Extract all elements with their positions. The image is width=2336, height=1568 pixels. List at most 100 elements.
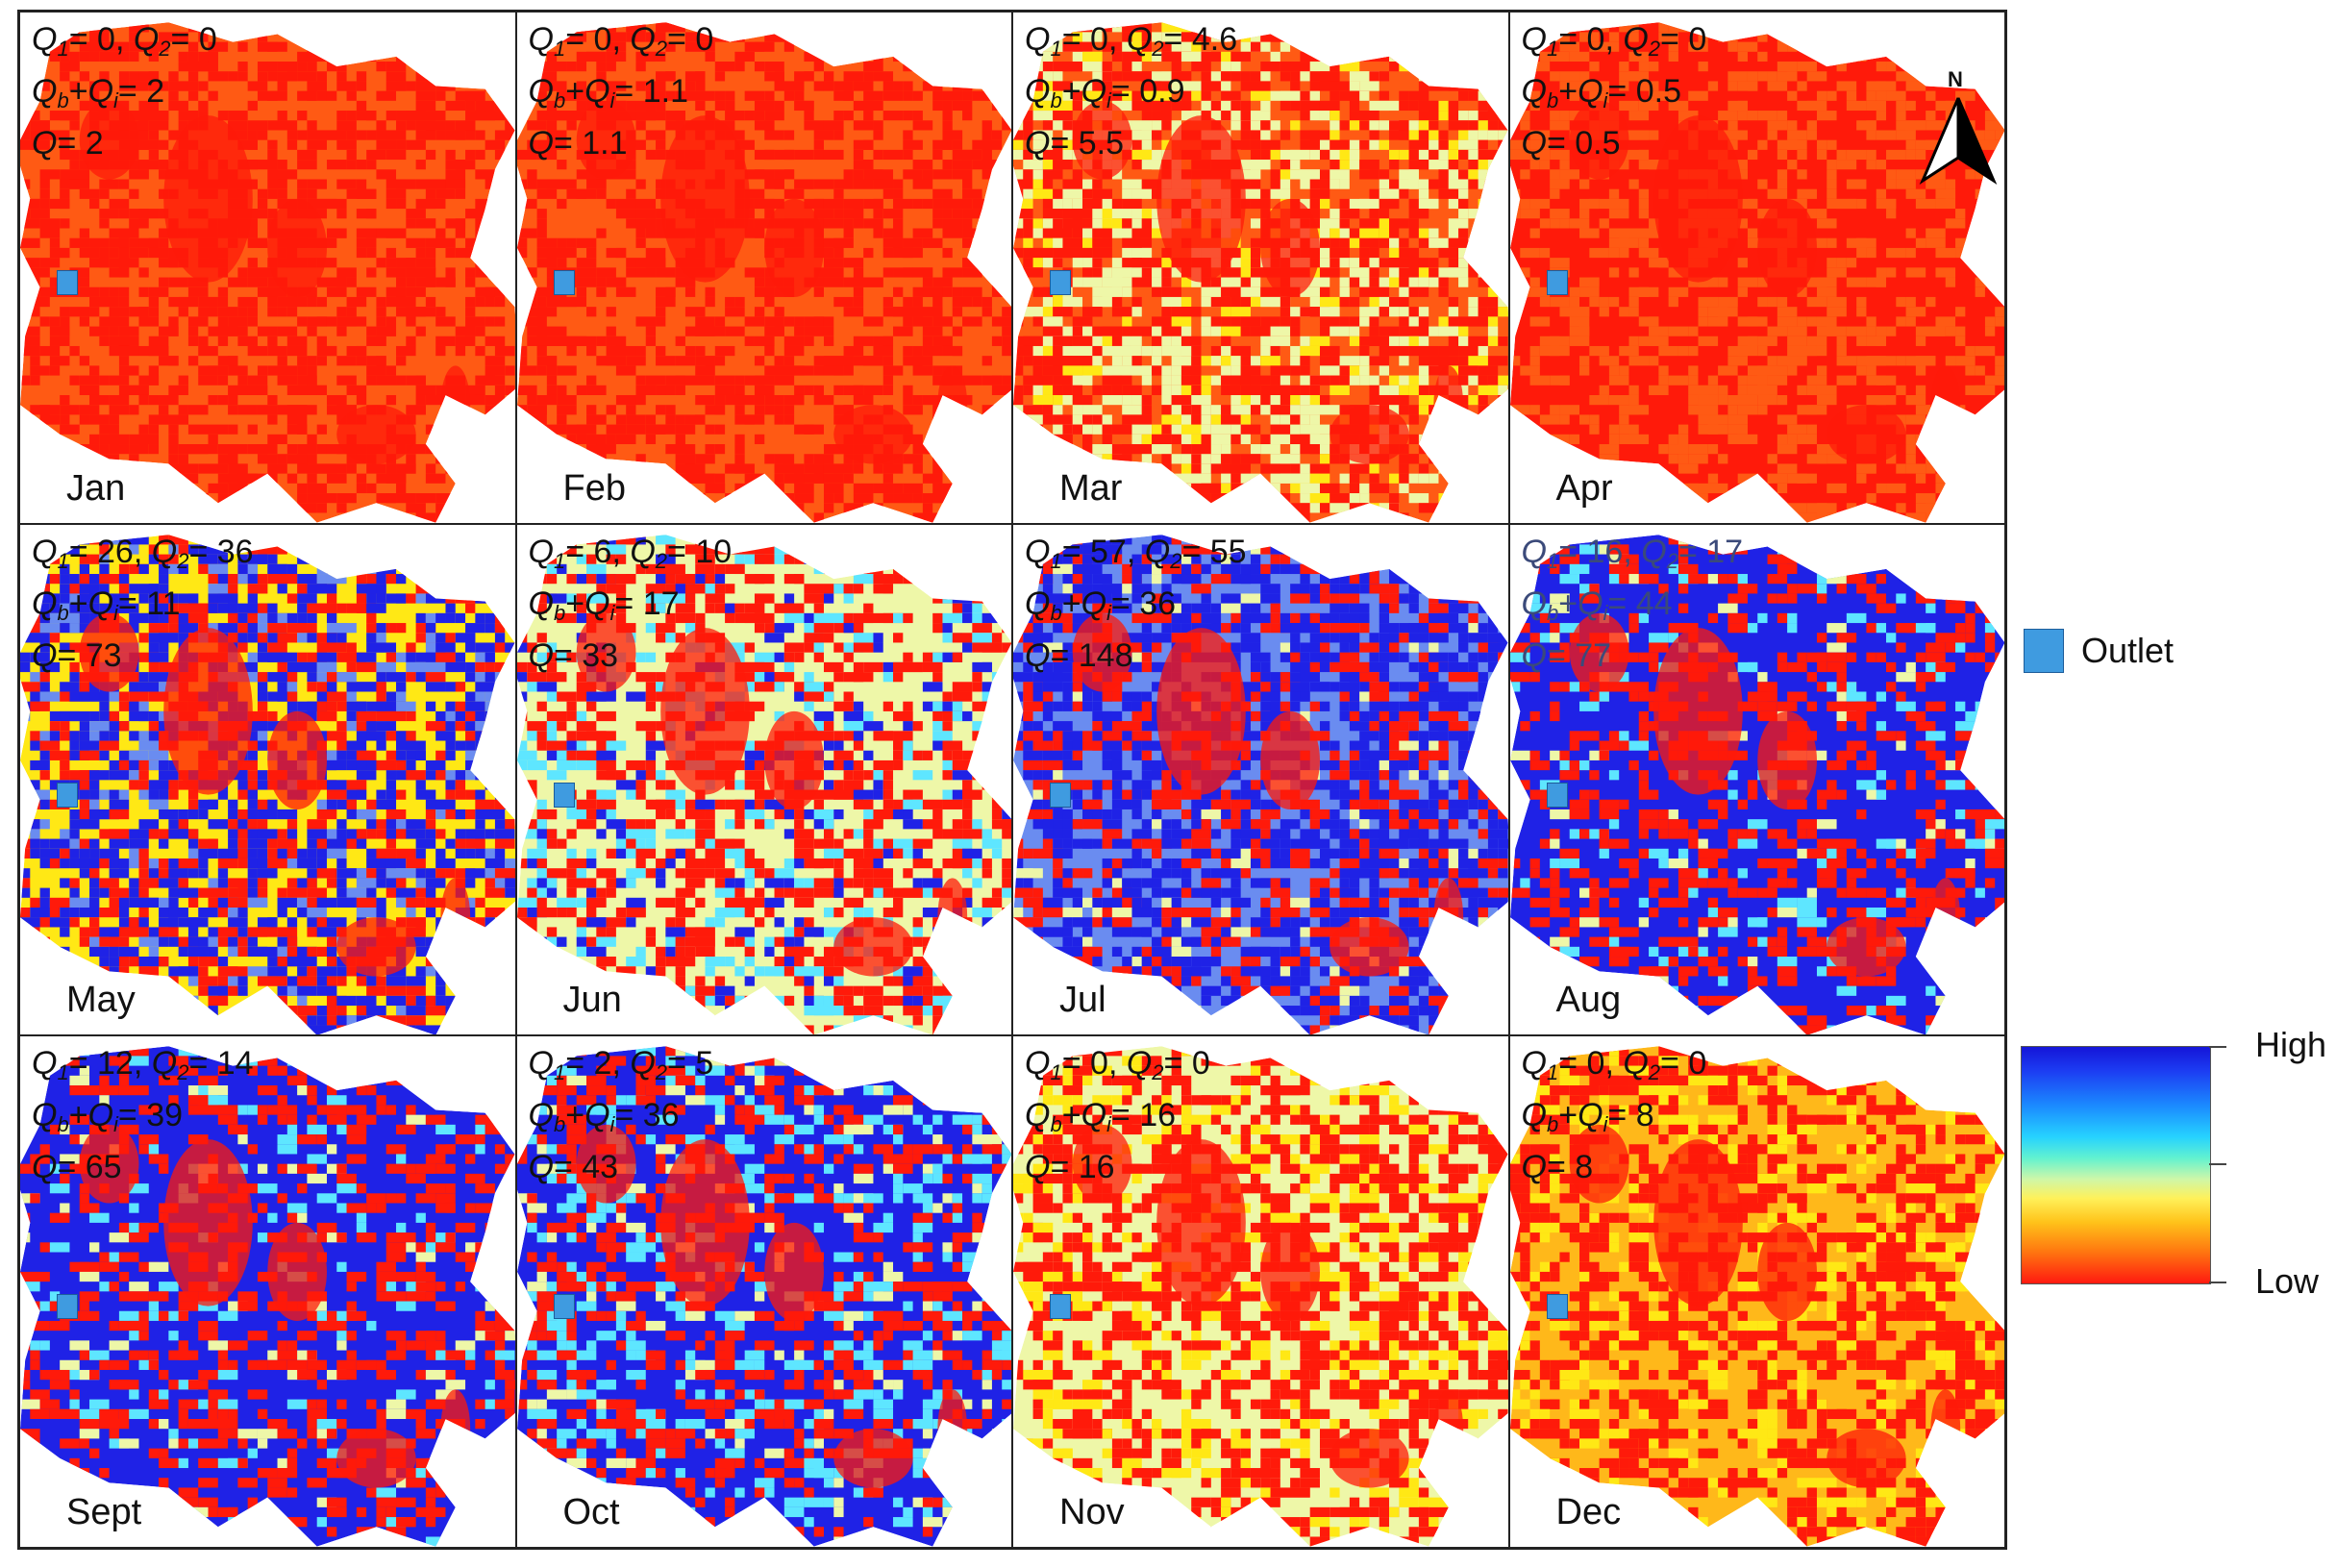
q1-value: 2: [593, 1045, 612, 1083]
outlet-marker: [553, 782, 575, 808]
watershed-map: [1509, 1046, 2004, 1547]
outlet-marker: [1050, 1294, 1071, 1320]
q1-symbol: Q: [32, 533, 58, 570]
month-label: Apr: [1555, 467, 1613, 509]
month-label: Jan: [66, 467, 126, 509]
flow-stats: Q1= 0, Q2= 0 Qb+Qi= 1.1 Q= 1.1: [529, 18, 714, 165]
q2-value: 5: [695, 1045, 714, 1083]
month-label: May: [66, 980, 136, 1021]
qbqi-value: 8: [1635, 1097, 1654, 1134]
q-value: 65: [85, 1149, 122, 1186]
q1-value: 0: [593, 21, 612, 58]
outlet-marker: [1050, 270, 1071, 295]
outlet-marker: [1050, 782, 1071, 808]
month-panel-sept: Q1= 12, Q2= 14 Qb+Qi= 39 Q= 65 Sept: [19, 1035, 516, 1548]
qb-qi-row: Qb+Qi= 36: [1025, 585, 1177, 625]
month-panel-mar: Q1= 0, Q2= 4.6 Qb+Qi= 0.9 Q= 5.5 Mar: [1012, 12, 1509, 524]
month-panel-dec: Q1= 0, Q2= 0 Qb+Qi= 8 Q= 8 Dec: [1508, 1035, 2005, 1548]
q1-symbol: Q: [1025, 533, 1051, 570]
q2-symbol: Q: [1144, 533, 1171, 570]
q1-q2-row: Q1= 12, Q2= 14: [32, 1045, 254, 1085]
qbqi-value: 36: [1139, 585, 1177, 622]
raster-cells: [516, 534, 1011, 1035]
colorbar-tick-mid: [2209, 1163, 2226, 1165]
watershed-map: [1013, 534, 1508, 1035]
q1-q2-row: Q1= 0, Q2= 0: [1521, 1045, 1707, 1085]
qb-qi-row: Qb+Qi= 0.5: [1521, 73, 1681, 112]
north-label: N: [1948, 67, 1963, 91]
q-value: 0.5: [1575, 125, 1621, 162]
q1-q2-row: Q1= 6, Q2= 10: [528, 533, 733, 573]
month-label: Mar: [1059, 467, 1123, 509]
flow-stats: Q1= 0, Q2= 4.6 Qb+Qi= 0.9 Q= 5.5: [1025, 18, 1237, 165]
qb-qi-row: Qb+Qi= 2: [32, 73, 165, 112]
q2-value: 36: [216, 533, 254, 570]
qbqi-value: 2: [146, 73, 165, 110]
q1-symbol: Q: [32, 1045, 58, 1083]
qbqi-value: 36: [642, 1097, 680, 1134]
outlet-marker: [57, 782, 78, 808]
q1-symbol: Q: [528, 21, 554, 58]
month-panel-apr: Q1= 0, Q2= 0 Qb+Qi= 0.5 Q= 0.5 Apr: [1508, 12, 2005, 524]
q-value: 8: [1575, 1149, 1594, 1186]
month-panel-jun: Q1= 6, Q2= 10 Qb+Qi= 17 Q= 33 Jun: [515, 523, 1012, 1036]
outlet-marker: [1546, 782, 1568, 808]
q-value: 148: [1078, 636, 1133, 674]
q2-value: 4.6: [1191, 21, 1238, 58]
raster-cells: [1013, 22, 1508, 523]
q1-symbol: Q: [1025, 1045, 1051, 1083]
raster-cells: [20, 22, 515, 523]
watershed-map: [1509, 534, 2004, 1035]
q2-symbol: Q: [1126, 21, 1153, 58]
flow-stats: Q1= 0, Q2= 0 Qb+Qi= 0.5 Q= 0.5: [1522, 18, 1707, 165]
watershed-map: [516, 534, 1011, 1035]
outlet-marker: [1546, 270, 1568, 295]
qbqi-value: 17: [642, 585, 680, 622]
month-label: Sept: [66, 1492, 142, 1532]
q-value: 16: [1078, 1149, 1115, 1186]
flow-stats: Q1= 0, Q2= 0 Qb+Qi= 16 Q= 16: [1025, 1042, 1210, 1189]
q-value: 77: [1575, 636, 1612, 674]
outlet-marker: [57, 270, 78, 295]
q1-symbol: Q: [528, 533, 554, 570]
month-label: Jun: [562, 980, 622, 1021]
q-value: 73: [85, 636, 122, 674]
q2-value: 0: [695, 21, 714, 58]
q1-value: 57: [1090, 533, 1127, 570]
q1-value: 0: [1586, 21, 1605, 58]
month-label: Dec: [1555, 1492, 1622, 1532]
q-total-row: Q= 73: [32, 636, 122, 674]
colorbar-tick-low: [2209, 1282, 2226, 1283]
q-total-row: Q= 5.5: [1025, 125, 1125, 162]
month-label: Jul: [1059, 980, 1106, 1021]
q-value: 43: [582, 1149, 619, 1186]
map-grid: Q1= 0, Q2= 0 Qb+Qi= 2 Q= 2 Jan Q1= 0, Q2…: [17, 10, 2007, 1550]
q2-value: 0: [1688, 21, 1707, 58]
watershed-map: [20, 1046, 515, 1547]
q1-q2-row: Q1= 0, Q2= 0: [1521, 21, 1707, 61]
qb-qi-row: Qb+Qi= 44: [1521, 585, 1673, 625]
watershed-map: [516, 22, 1011, 523]
q1-value: 16: [1586, 533, 1624, 570]
month-panel-feb: Q1= 0, Q2= 0 Qb+Qi= 1.1 Q= 1.1 Feb: [515, 12, 1012, 524]
flow-stats: Q1= 12, Q2= 14 Qb+Qi= 39 Q= 65: [32, 1042, 254, 1189]
q1-symbol: Q: [1521, 21, 1547, 58]
q-total-row: Q= 43: [528, 1149, 619, 1186]
q2-value: 10: [695, 533, 733, 570]
q-total-row: Q= 8: [1521, 1149, 1594, 1186]
month-panel-nov: Q1= 0, Q2= 0 Qb+Qi= 16 Q= 16 Nov: [1012, 1035, 1509, 1548]
q1-value: 0: [1090, 21, 1108, 58]
colorbar-high-label: High: [2255, 1025, 2327, 1064]
q2-value: 14: [216, 1045, 254, 1083]
month-label: Nov: [1059, 1492, 1125, 1532]
flow-stats: Q1= 0, Q2= 0 Qb+Qi= 8 Q= 8: [1522, 1042, 1707, 1189]
north-arrow-icon: [1919, 97, 1998, 185]
q1-symbol: Q: [32, 21, 58, 58]
watershed-map: [20, 534, 515, 1035]
q1-value: 6: [593, 533, 612, 570]
flow-stats: Q1= 26, Q2= 36 Qb+Qi= 11 Q= 73: [32, 531, 254, 678]
raster-cells: [20, 534, 515, 1035]
month-panel-jul: Q1= 57, Q2= 55 Qb+Qi= 36 Q= 148 Jul: [1012, 523, 1509, 1036]
outlet-legend: Outlet: [2024, 629, 2174, 673]
q1-q2-row: Q1= 0, Q2= 0: [1025, 1045, 1210, 1085]
